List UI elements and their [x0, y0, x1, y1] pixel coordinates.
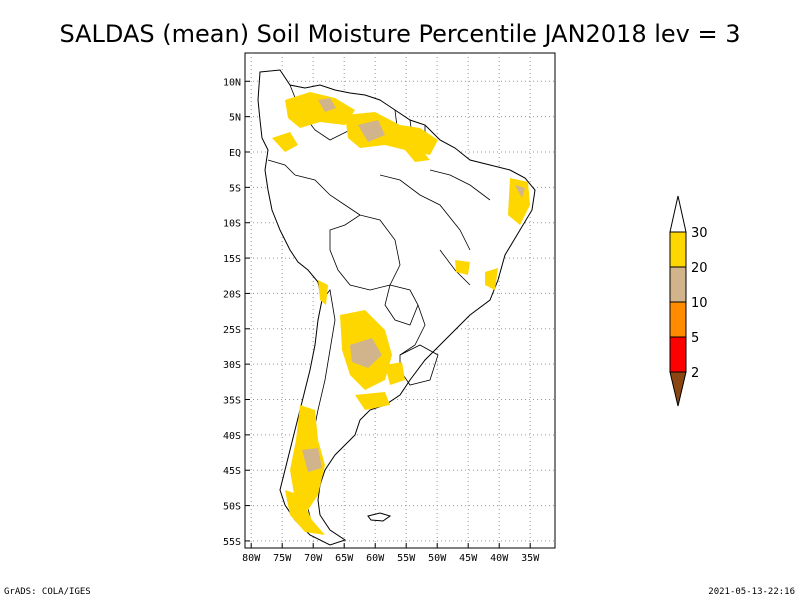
- lat-tick-label: 30S: [223, 360, 241, 371]
- dry-patch-venezuela: [285, 92, 355, 128]
- lon-tick-label: 45W: [459, 553, 478, 564]
- lon-tick-label: 55W: [397, 553, 416, 564]
- lat-tick-label: 20S: [223, 289, 241, 300]
- border-peru-brazil: [294, 174, 361, 216]
- colorbar: 2 5 10 20 30: [669, 195, 708, 407]
- colorbar-label: 10: [691, 296, 708, 311]
- dry-patch-south-chile: [285, 490, 325, 535]
- percentile-shading: [272, 92, 530, 535]
- lat-tick-label: 55S: [223, 537, 241, 548]
- dry-patch-colombia: [272, 132, 298, 152]
- lat-tick-label: 50S: [223, 502, 241, 513]
- border-argentina-brazil: [399, 304, 426, 356]
- dry-patch-guiana-core: [358, 120, 385, 142]
- lat-tick-label: EQ: [229, 148, 241, 159]
- lat-tick-label: 10N: [223, 77, 241, 88]
- lat-tick-label: 15S: [223, 254, 241, 265]
- colorbar-label: 5: [691, 331, 699, 346]
- colorbar-segment: [669, 301, 687, 338]
- dry-patch-northeast: [508, 178, 530, 225]
- colorbar-label: 2: [691, 366, 699, 381]
- border-ecuador-peru: [267, 159, 296, 176]
- colorbar-segment: [669, 231, 687, 268]
- latitude-tick-labels: 10N 5N EQ 5S 10S 15S 20S 25S 30S 35S 40S 45S 50S 55S: [223, 77, 250, 548]
- colorbar-label: 20: [691, 261, 708, 276]
- lon-tick-label: 35W: [521, 553, 540, 564]
- lat-tick-label: 35S: [223, 396, 241, 407]
- dry-patch-venezuela-core: [318, 98, 336, 112]
- dry-patch-pampas: [355, 392, 390, 410]
- dry-patch-chile-north: [318, 280, 328, 305]
- colorbar-segment: [669, 195, 687, 233]
- lat-tick-label: 10S: [223, 219, 241, 230]
- colorbar-segment: [669, 336, 687, 373]
- footer-left: GrADS: COLA/IGES: [4, 587, 91, 597]
- footer-right: 2021-05-13-22:16: [708, 587, 795, 597]
- lat-tick-label: 5N: [229, 113, 241, 124]
- lat-tick-label: 5S: [229, 183, 241, 194]
- dry-patch-southeast: [485, 268, 498, 290]
- continent-outline: [257, 69, 536, 546]
- lon-tick-label: 80W: [242, 553, 261, 564]
- longitude-tick-labels: 80W 75W 70W 65W 60W 55W 50W 45W 40W 35W: [242, 543, 540, 564]
- colorbar-segment: [669, 371, 687, 407]
- dry-patch-patagonia-core: [302, 448, 322, 472]
- south-america-outline: [257, 69, 536, 546]
- lat-tick-label: 40S: [223, 431, 241, 442]
- lat-tick-label: 25S: [223, 325, 241, 336]
- lon-tick-label: 40W: [490, 553, 509, 564]
- lon-tick-label: 75W: [273, 553, 292, 564]
- lon-tick-label: 50W: [428, 553, 447, 564]
- dry-patch-argentina-core: [350, 338, 382, 368]
- dry-patch-northeast-core: [515, 185, 525, 198]
- lon-tick-label: 65W: [335, 553, 354, 564]
- colorbar-label: 30: [691, 226, 708, 241]
- border-brazil-states: [379, 169, 491, 286]
- dry-patch-uruguay: [385, 362, 405, 385]
- dry-patch-amazon: [405, 148, 430, 162]
- lat-tick-label: 45S: [223, 466, 241, 477]
- colorbar-segment: [669, 266, 687, 303]
- border-paraguay: [384, 284, 419, 326]
- lon-tick-label: 70W: [304, 553, 323, 564]
- falkland-islands: [367, 512, 392, 522]
- border-bolivia: [329, 214, 401, 291]
- lon-tick-label: 60W: [366, 553, 385, 564]
- dry-patch-bahia: [455, 260, 470, 275]
- figure-title: SALDAS (mean) Soil Moisture Percentile J…: [59, 20, 740, 48]
